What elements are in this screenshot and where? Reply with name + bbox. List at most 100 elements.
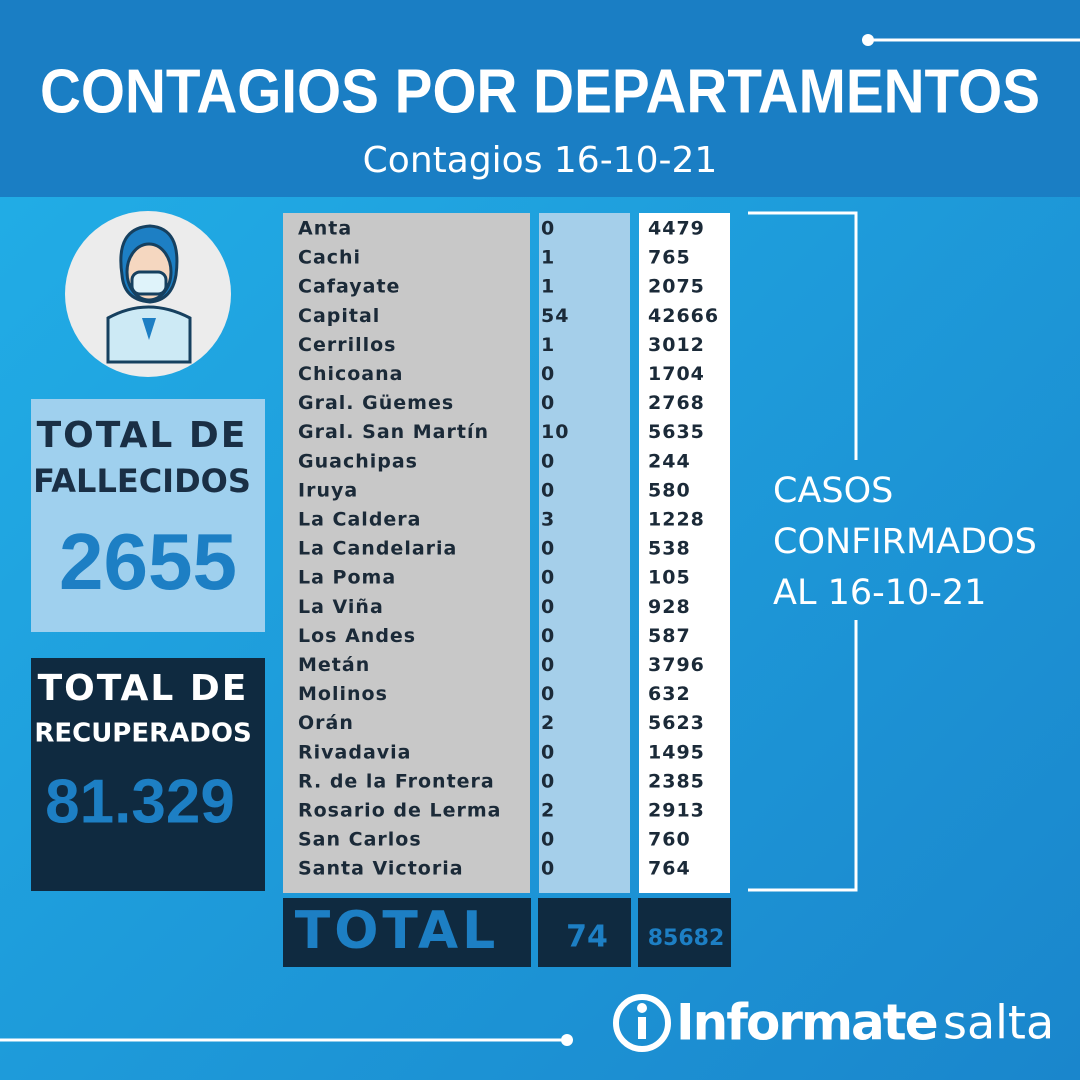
table: Anta 0 4479 Cachi 1 765 Cafayate 1 2075 Capital 54… — [298, 218, 719, 880]
logo-suffix: salta — [943, 996, 1054, 1050]
department: La Caldera — [298, 509, 422, 531]
today: 2 — [541, 800, 555, 822]
total-cell — [638, 898, 731, 967]
today: 0 — [541, 829, 555, 851]
department: Metán — [298, 654, 370, 676]
note: CASOS — [773, 471, 893, 511]
total: 1495 — [648, 741, 705, 763]
names-col — [283, 213, 530, 893]
department: Anta — [298, 218, 352, 240]
total: 3012 — [648, 334, 705, 356]
total-total: 85682 — [648, 926, 725, 951]
avatar — [65, 211, 231, 377]
total: 764 — [648, 858, 691, 880]
today: 3 — [541, 509, 555, 531]
today: 2 — [541, 712, 555, 734]
today: 0 — [541, 450, 555, 472]
today: 0 — [541, 218, 555, 240]
note: AL 16-10-21 — [773, 573, 986, 613]
today: 1 — [541, 334, 555, 356]
today: 0 — [541, 770, 555, 792]
total: 5623 — [648, 712, 705, 734]
total-today: 74 — [566, 920, 608, 955]
label: TOTAL DE — [38, 668, 249, 709]
department: Rivadavia — [298, 741, 412, 763]
total: 2385 — [648, 770, 705, 792]
today: 0 — [541, 654, 555, 676]
total: 244 — [648, 450, 691, 472]
subtitle: Contagios 16-10-21 — [363, 140, 718, 181]
label: RECUPERADOS — [34, 719, 251, 749]
department: Los Andes — [298, 625, 416, 647]
header-band — [0, 0, 1080, 197]
today: 0 — [541, 858, 555, 880]
total: 632 — [648, 683, 691, 705]
department: La Candelaria — [298, 538, 457, 560]
label: FALLECIDOS — [33, 462, 251, 500]
department: Guachipas — [298, 450, 418, 472]
title: CONTAGIOS POR DEPARTAMENTOS — [40, 57, 1040, 126]
label: TOTAL DE — [37, 415, 248, 456]
logo-brand: Informate — [676, 994, 937, 1052]
department: Cerrillos — [298, 334, 396, 356]
decor-dot — [561, 1034, 573, 1046]
department: Chicoana — [298, 363, 403, 385]
department: Molinos — [298, 683, 388, 705]
total: 5635 — [648, 421, 705, 443]
department: Cafayate — [298, 276, 400, 298]
decor-dot — [862, 34, 874, 46]
total-cell — [283, 898, 531, 967]
department: San Carlos — [298, 829, 422, 851]
logo: Informate salta — [613, 994, 1054, 1052]
value: 81.329 — [45, 767, 235, 836]
department: Santa Victoria — [298, 858, 464, 880]
today: 10 — [541, 421, 569, 443]
today: 0 — [541, 538, 555, 560]
today-col — [539, 213, 630, 893]
department: Rosario de Lerma — [298, 800, 501, 822]
total: 1228 — [648, 509, 705, 531]
total: 760 — [648, 829, 691, 851]
department: Iruya — [298, 479, 358, 501]
total: 4479 — [648, 218, 705, 240]
today: 0 — [541, 683, 555, 705]
total-label: TOTAL — [295, 901, 500, 961]
today: 0 — [541, 479, 555, 501]
today: 1 — [541, 247, 555, 269]
today: 0 — [541, 567, 555, 589]
today: 0 — [541, 596, 555, 618]
total: 2913 — [648, 800, 705, 822]
note: CONFIRMADOS — [773, 522, 1037, 562]
total: 105 — [648, 567, 691, 589]
total: 538 — [648, 538, 691, 560]
fallecidos-box — [31, 399, 265, 632]
total: 580 — [648, 479, 691, 501]
total: 42666 — [648, 305, 719, 327]
department: R. de la Frontera — [298, 770, 495, 792]
value: 2655 — [59, 517, 237, 606]
today: 0 — [541, 625, 555, 647]
bracket — [748, 211, 858, 892]
today: 0 — [541, 363, 555, 385]
today: 1 — [541, 276, 555, 298]
total-col — [639, 213, 730, 893]
total: 928 — [648, 596, 691, 618]
today: 0 — [541, 741, 555, 763]
department: Cachi — [298, 247, 361, 269]
total: 765 — [648, 247, 691, 269]
department: La Viña — [298, 596, 384, 618]
total: 2768 — [648, 392, 705, 414]
recuperados-box — [31, 658, 265, 891]
today: 0 — [541, 392, 555, 414]
total-cell — [538, 898, 631, 967]
department: Gral. San Martín — [298, 421, 489, 443]
total: 1704 — [648, 363, 705, 385]
total: 3796 — [648, 654, 705, 676]
department: La Poma — [298, 567, 396, 589]
department: Capital — [298, 305, 380, 327]
today: 54 — [541, 305, 569, 327]
total: 587 — [648, 625, 691, 647]
department: Gral. Güemes — [298, 392, 454, 414]
department: Orán — [298, 712, 354, 734]
